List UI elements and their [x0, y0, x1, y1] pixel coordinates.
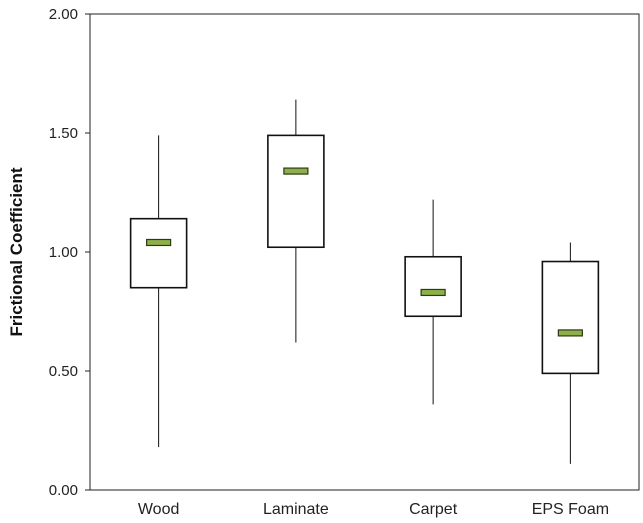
x-category-label: Carpet [409, 501, 458, 518]
x-category-label: Wood [138, 501, 180, 518]
boxes-layer [129, 99, 600, 464]
box-laminate [267, 99, 325, 343]
box-carpet [404, 199, 462, 405]
y-tick-label: 0.50 [49, 363, 78, 380]
iqr-box [404, 255, 462, 318]
median-marker [420, 288, 446, 297]
box-wood [129, 135, 188, 448]
x-category-label: EPS Foam [532, 501, 609, 518]
y-tick-label: 1.00 [49, 244, 78, 261]
iqr-box [129, 217, 188, 289]
median-marker [557, 329, 583, 337]
iqr-box [541, 260, 600, 375]
x-category-label: Laminate [263, 501, 329, 518]
x-axis-labels: Wood Laminate Carpet EPS Foam [138, 501, 609, 518]
y-tick-label: 1.50 [49, 125, 78, 142]
y-axis-title: Frictional Coefficient [7, 167, 26, 336]
y-tick-label: 0.00 [49, 482, 78, 499]
box-eps-foam [541, 242, 600, 464]
iqr-box [267, 134, 325, 249]
median-marker [283, 167, 309, 175]
y-axis-ticks: 0.00 0.50 1.00 1.50 2.00 [49, 6, 90, 499]
median-marker [146, 238, 172, 247]
y-tick-label: 2.00 [49, 6, 78, 23]
